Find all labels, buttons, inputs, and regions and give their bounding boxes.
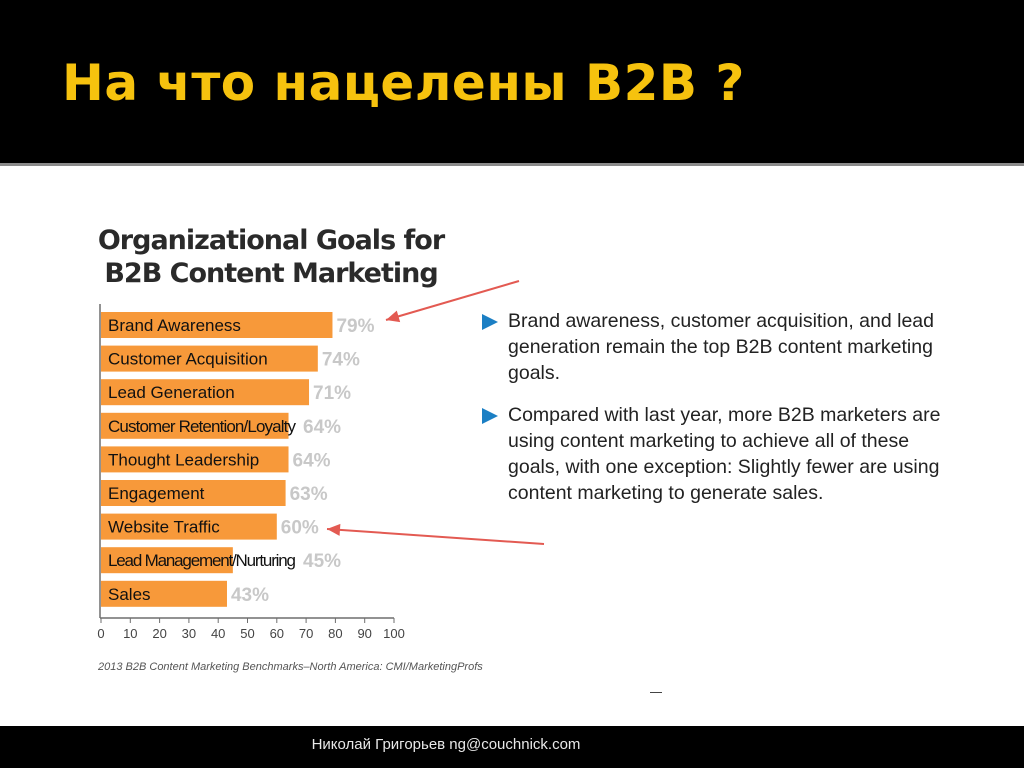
bar (101, 412, 289, 439)
bar (101, 379, 310, 406)
title-divider (0, 163, 1024, 166)
value-label: 43% (231, 585, 269, 606)
bullet-item: Compared with last year, more B2B market… (482, 402, 952, 506)
bar (101, 547, 233, 574)
category-label: Thought Leadership (108, 450, 259, 469)
bar (101, 480, 286, 506)
source-note: 2013 B2B Content Marketing Benchmarks–No… (97, 661, 483, 673)
value-label: 63% (290, 484, 328, 505)
x-tick-label: 60 (270, 626, 284, 641)
bar (101, 312, 333, 338)
value-label: 71% (313, 383, 351, 404)
bullet-item: Brand awareness, customer acquisition, a… (482, 308, 952, 386)
divider-mark (650, 692, 662, 693)
footer: Николай Григорьев ng@couchnick.com (0, 736, 1024, 754)
annotation-arrowhead-icon (327, 523, 341, 536)
bar (101, 446, 289, 473)
value-label: 64% (303, 417, 341, 438)
category-label: Brand Awareness (108, 316, 241, 335)
category-label: Customer Acquisition (108, 350, 268, 369)
category-label: Customer Retention/Loyalty (108, 417, 297, 436)
annotation-arrowhead-icon (386, 310, 401, 323)
chart-title-line-1: Organizational Goals for (97, 225, 445, 256)
slide-title: На что нацелены B2B ? (62, 54, 745, 112)
bar (101, 513, 277, 540)
bullet-text: Brand awareness, customer acquisition, a… (508, 310, 934, 384)
x-tick-label: 70 (299, 626, 313, 641)
value-label: 79% (336, 316, 374, 337)
x-tick-label: 10 (123, 626, 137, 641)
triangle-bullet-icon (482, 314, 498, 330)
x-tick-label: 90 (357, 626, 371, 641)
bar-chart: 0 10 20 30 40 50 60 70 80 90 100 Brand Awareness 79%… (97, 280, 545, 673)
bullet-text: Compared with last year, more B2B market… (508, 404, 941, 504)
value-label: 64% (293, 450, 331, 471)
category-label: Engagement (108, 484, 205, 503)
x-tick-label: 80 (328, 626, 342, 641)
bullet-list: Brand awareness, customer acquisition, a… (482, 308, 952, 522)
category-label: Lead Management/Nurturing (108, 551, 296, 570)
title-bar: На что нацелены B2B ? (0, 0, 1024, 158)
chart-title: Organizational Goals for B2B Content Mar… (96, 224, 446, 290)
footer-text: Николай Григорьев ng@couchnick.com (311, 736, 581, 753)
category-label: Website Traffic (108, 518, 220, 537)
x-tick-label: 100 (383, 626, 405, 641)
annotation-arrow-line (385, 280, 520, 321)
x-tick-label: 50 (240, 626, 254, 641)
value-label: 60% (281, 518, 319, 539)
chart-title-line-2: B2B Content Marketing (104, 258, 438, 289)
slide-content: 0 10 20 30 40 50 60 70 80 90 100 Brand Awareness 79%… (0, 166, 1024, 726)
annotation-arrow-line (326, 528, 545, 545)
category-label: Lead Generation (108, 383, 235, 402)
bar (101, 580, 227, 607)
triangle-bullet-icon (482, 408, 498, 424)
value-label: 74% (322, 350, 360, 371)
x-tick-label: 20 (152, 626, 166, 641)
x-tick-label: 30 (182, 626, 196, 641)
x-tick-label: 40 (211, 626, 225, 641)
x-tick-label: 0 (97, 626, 104, 641)
bar (101, 345, 318, 372)
category-label: Sales (108, 585, 151, 604)
value-label: 45% (303, 551, 341, 572)
